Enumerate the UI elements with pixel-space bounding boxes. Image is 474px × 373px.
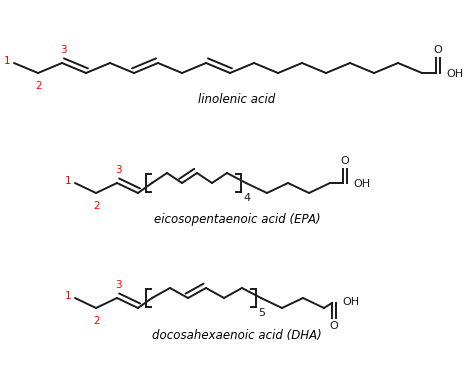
Text: OH: OH bbox=[342, 297, 359, 307]
Text: eicosopentaenoic acid (EPA): eicosopentaenoic acid (EPA) bbox=[154, 213, 320, 226]
Text: 5: 5 bbox=[258, 308, 265, 318]
Text: docosahexaenoic acid (DHA): docosahexaenoic acid (DHA) bbox=[152, 329, 322, 342]
Text: 4: 4 bbox=[243, 193, 250, 203]
Text: O: O bbox=[434, 45, 442, 55]
Text: 3: 3 bbox=[60, 45, 66, 55]
Text: 2: 2 bbox=[94, 316, 100, 326]
Text: 2: 2 bbox=[94, 201, 100, 211]
Text: 3: 3 bbox=[115, 280, 121, 290]
Text: 1: 1 bbox=[64, 176, 71, 186]
Text: 1: 1 bbox=[64, 291, 71, 301]
Text: 2: 2 bbox=[36, 81, 42, 91]
Text: OH: OH bbox=[446, 69, 463, 79]
Text: O: O bbox=[329, 321, 338, 331]
Text: 3: 3 bbox=[115, 165, 121, 175]
Text: 1: 1 bbox=[3, 56, 10, 66]
Text: O: O bbox=[341, 156, 349, 166]
Text: linolenic acid: linolenic acid bbox=[199, 93, 275, 106]
Text: OH: OH bbox=[353, 179, 370, 189]
